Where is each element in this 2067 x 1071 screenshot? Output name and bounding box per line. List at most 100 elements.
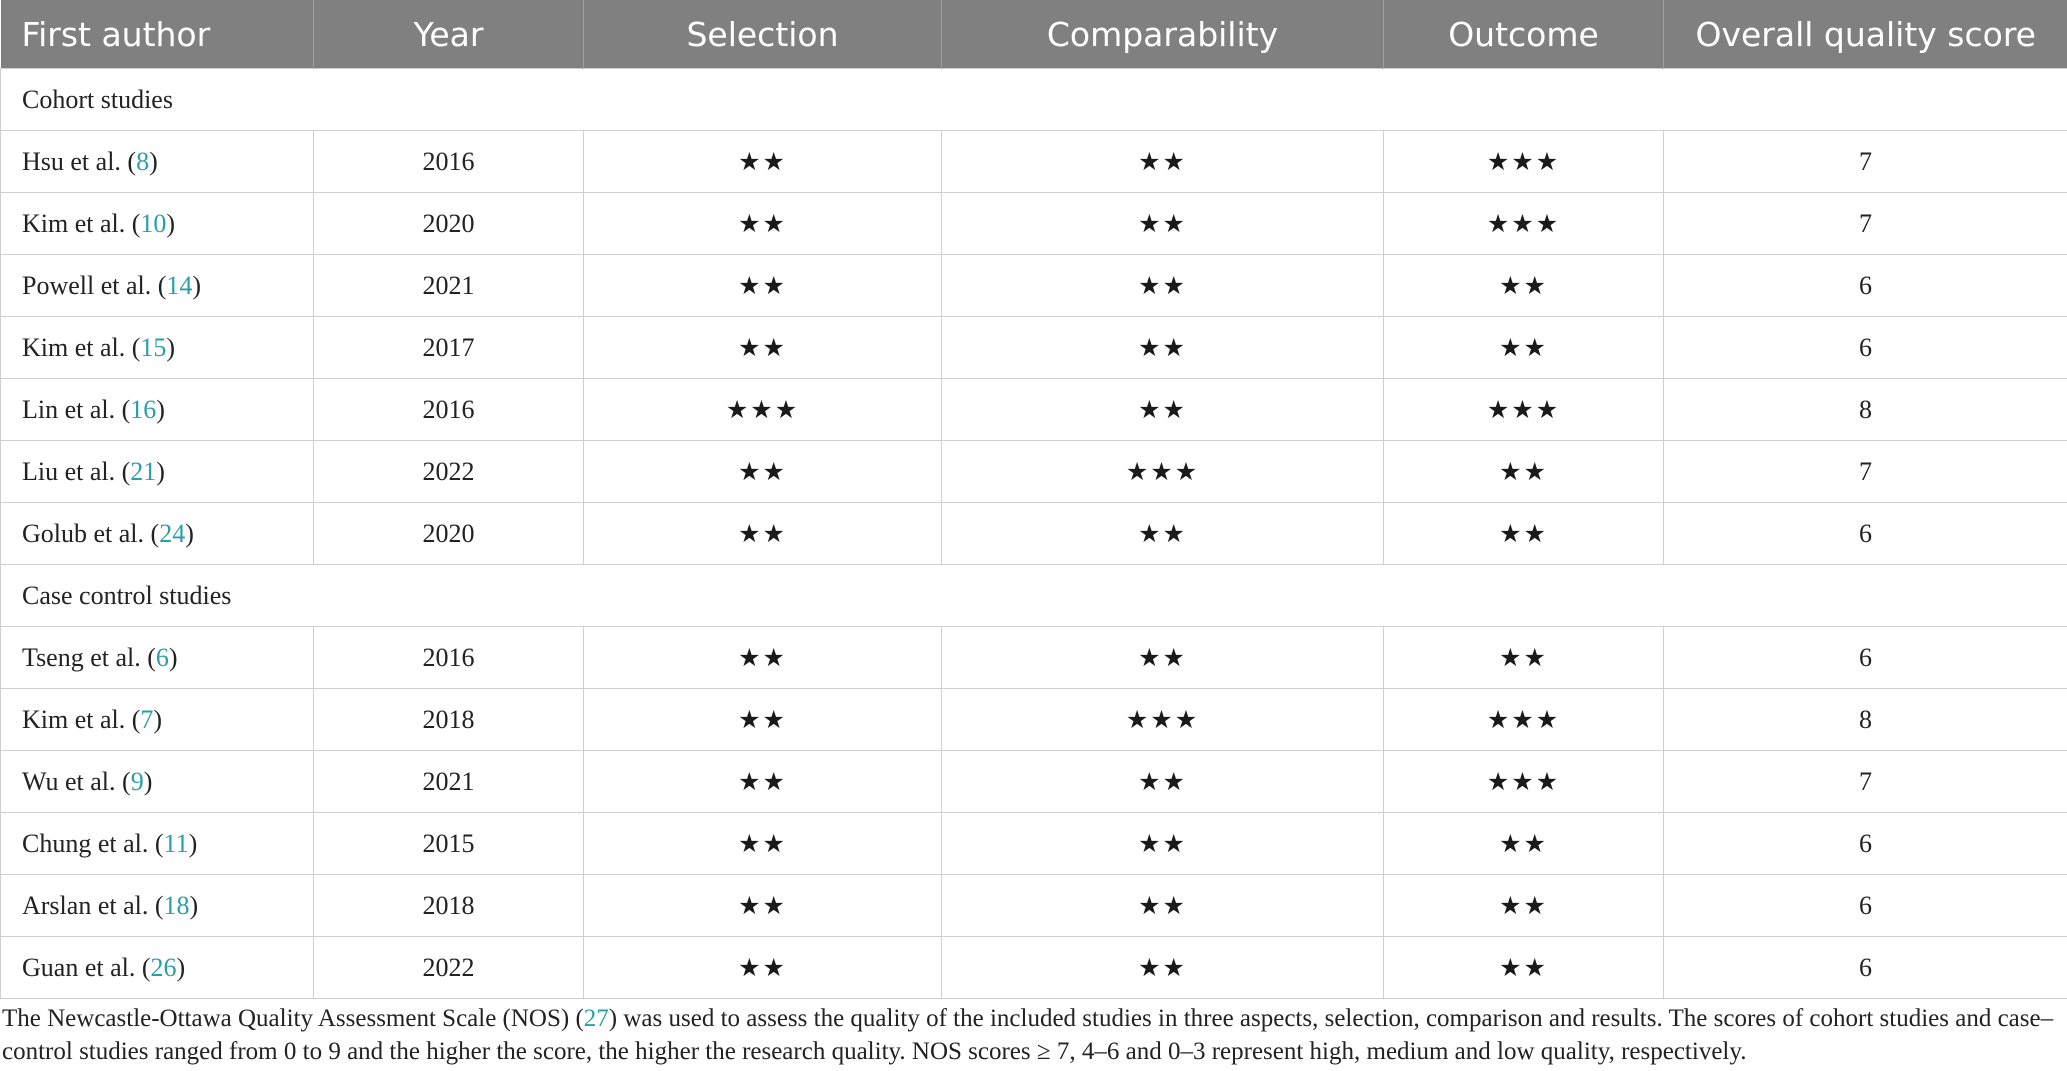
- selection-stars-icon: ★★: [738, 890, 787, 920]
- reference-close: ): [192, 270, 202, 300]
- comparability-cell: ★★: [941, 750, 1384, 813]
- header-selection: Selection: [583, 0, 942, 69]
- comparability-stars-icon: ★★: [1138, 270, 1187, 300]
- selection-stars-icon: ★★: [738, 518, 787, 548]
- comparability-stars-icon: ★★★: [1125, 456, 1200, 486]
- reference-link[interactable]: 21: [130, 456, 157, 486]
- selection-cell: ★★: [583, 812, 942, 875]
- first-author-cell: Guan et al. (26): [0, 936, 314, 999]
- outcome-cell: ★★★: [1383, 378, 1664, 441]
- outcome-stars-icon: ★★★: [1486, 208, 1561, 238]
- reference-link[interactable]: 9: [130, 766, 144, 796]
- year-cell: 2018: [313, 688, 584, 751]
- section-header-row: Case control studies: [0, 564, 2067, 627]
- reference-close: ): [166, 332, 176, 362]
- comparability-cell: ★★: [941, 316, 1384, 379]
- selection-stars-icon: ★★: [738, 208, 787, 238]
- overall-score-cell: 6: [1663, 316, 2067, 379]
- year-cell: 2017: [313, 316, 584, 379]
- outcome-stars-icon: ★★★: [1486, 766, 1561, 796]
- reference-link[interactable]: 18: [163, 890, 190, 920]
- overall-score-cell: 8: [1663, 688, 2067, 751]
- author-name: Wu et al. (: [22, 766, 131, 796]
- table-row: Powell et al. (14) 2021 ★★ ★★ ★★ 6: [0, 254, 2067, 317]
- comparability-stars-icon: ★★: [1138, 208, 1187, 238]
- year-cell: 2022: [313, 440, 584, 503]
- comparability-stars-icon: ★★: [1138, 828, 1187, 858]
- header-first-author: First author: [0, 0, 314, 69]
- first-author-cell: Kim et al. (15): [0, 316, 314, 379]
- reference-close: ): [156, 456, 165, 486]
- outcome-cell: ★★★: [1383, 750, 1664, 813]
- selection-cell: ★★: [583, 626, 942, 689]
- outcome-cell: ★★: [1383, 254, 1664, 317]
- comparability-stars-icon: ★★: [1138, 642, 1187, 672]
- selection-stars-icon: ★★: [738, 642, 787, 672]
- selection-cell: ★★: [583, 440, 942, 503]
- year-cell: 2020: [313, 502, 584, 565]
- author-name: Tseng et al. (: [22, 642, 156, 672]
- overall-score-cell: 6: [1663, 936, 2067, 999]
- year-cell: 2016: [313, 626, 584, 689]
- reference-close: ): [153, 704, 163, 734]
- first-author-cell: Golub et al. (24): [0, 502, 314, 565]
- overall-score-cell: 7: [1663, 192, 2067, 255]
- year-cell: 2022: [313, 936, 584, 999]
- selection-stars-icon: ★★: [738, 270, 787, 300]
- overall-score-cell: 6: [1663, 502, 2067, 565]
- reference-link[interactable]: 6: [155, 642, 169, 672]
- comparability-stars-icon: ★★: [1138, 952, 1187, 982]
- comparability-cell: ★★: [941, 254, 1384, 317]
- header-year: Year: [313, 0, 584, 69]
- first-author-cell: Powell et al. (14): [0, 254, 314, 317]
- year-cell: 2018: [313, 874, 584, 937]
- reference-link[interactable]: 15: [140, 332, 167, 362]
- reference-close: ): [143, 766, 153, 796]
- first-author-cell: Arslan et al. (18): [0, 874, 314, 937]
- header-comparability: Comparability: [941, 0, 1384, 69]
- outcome-cell: ★★: [1383, 440, 1664, 503]
- reference-link[interactable]: 8: [136, 146, 150, 176]
- comparability-cell: ★★: [941, 378, 1384, 441]
- reference-link[interactable]: 14: [166, 270, 193, 300]
- reference-link[interactable]: 26: [150, 952, 177, 982]
- reference-link[interactable]: 7: [140, 704, 154, 734]
- outcome-cell: ★★: [1383, 626, 1664, 689]
- comparability-cell: ★★: [941, 812, 1384, 875]
- outcome-stars-icon: ★★★: [1486, 394, 1561, 424]
- first-author-cell: Liu et al. (21): [0, 440, 314, 503]
- author-name: Kim et al. (: [22, 704, 141, 734]
- reference-link[interactable]: 11: [163, 828, 189, 858]
- reference-link[interactable]: 24: [159, 518, 186, 548]
- outcome-cell: ★★: [1383, 502, 1664, 565]
- reference-close: ): [189, 890, 199, 920]
- reference-close: ): [149, 146, 158, 176]
- author-name: Guan et al. (: [22, 952, 151, 982]
- table-row: Lin et al. (16) 2016 ★★★ ★★ ★★★ 8: [0, 378, 2067, 441]
- selection-stars-icon: ★★: [738, 332, 787, 362]
- table-row: Chung et al. (11) 2015 ★★ ★★ ★★ 6: [0, 812, 2067, 875]
- comparability-cell: ★★: [941, 192, 1384, 255]
- footnote-reference-link[interactable]: 27: [583, 1005, 609, 1032]
- header-row: First author Year Selection Comparabilit…: [0, 0, 2067, 69]
- table-row: Liu et al. (21) 2022 ★★ ★★★ ★★ 7: [0, 440, 2067, 503]
- overall-score-cell: 6: [1663, 626, 2067, 689]
- nos-quality-table: First author Year Selection Comparabilit…: [0, 0, 2067, 999]
- year-cell: 2021: [313, 750, 584, 813]
- reference-close: ): [185, 518, 194, 548]
- outcome-stars-icon: ★★: [1499, 518, 1548, 548]
- selection-stars-icon: ★★: [738, 766, 787, 796]
- overall-score-cell: 7: [1663, 440, 2067, 503]
- first-author-cell: Tseng et al. (6): [0, 626, 314, 689]
- selection-stars-icon: ★★: [738, 704, 787, 734]
- reference-link[interactable]: 10: [140, 208, 167, 238]
- selection-cell: ★★: [583, 192, 942, 255]
- table-row: Golub et al. (24) 2020 ★★ ★★ ★★ 6: [0, 502, 2067, 565]
- reference-link[interactable]: 16: [130, 394, 157, 424]
- reference-close: ): [166, 208, 176, 238]
- outcome-stars-icon: ★★: [1499, 952, 1548, 982]
- section-title: Cohort studies: [0, 68, 2067, 131]
- year-cell: 2016: [313, 378, 584, 441]
- footnote-text-start: The Newcastle-Ottawa Quality Assessment …: [2, 1005, 584, 1032]
- table-row: Guan et al. (26) 2022 ★★ ★★ ★★ 6: [0, 936, 2067, 999]
